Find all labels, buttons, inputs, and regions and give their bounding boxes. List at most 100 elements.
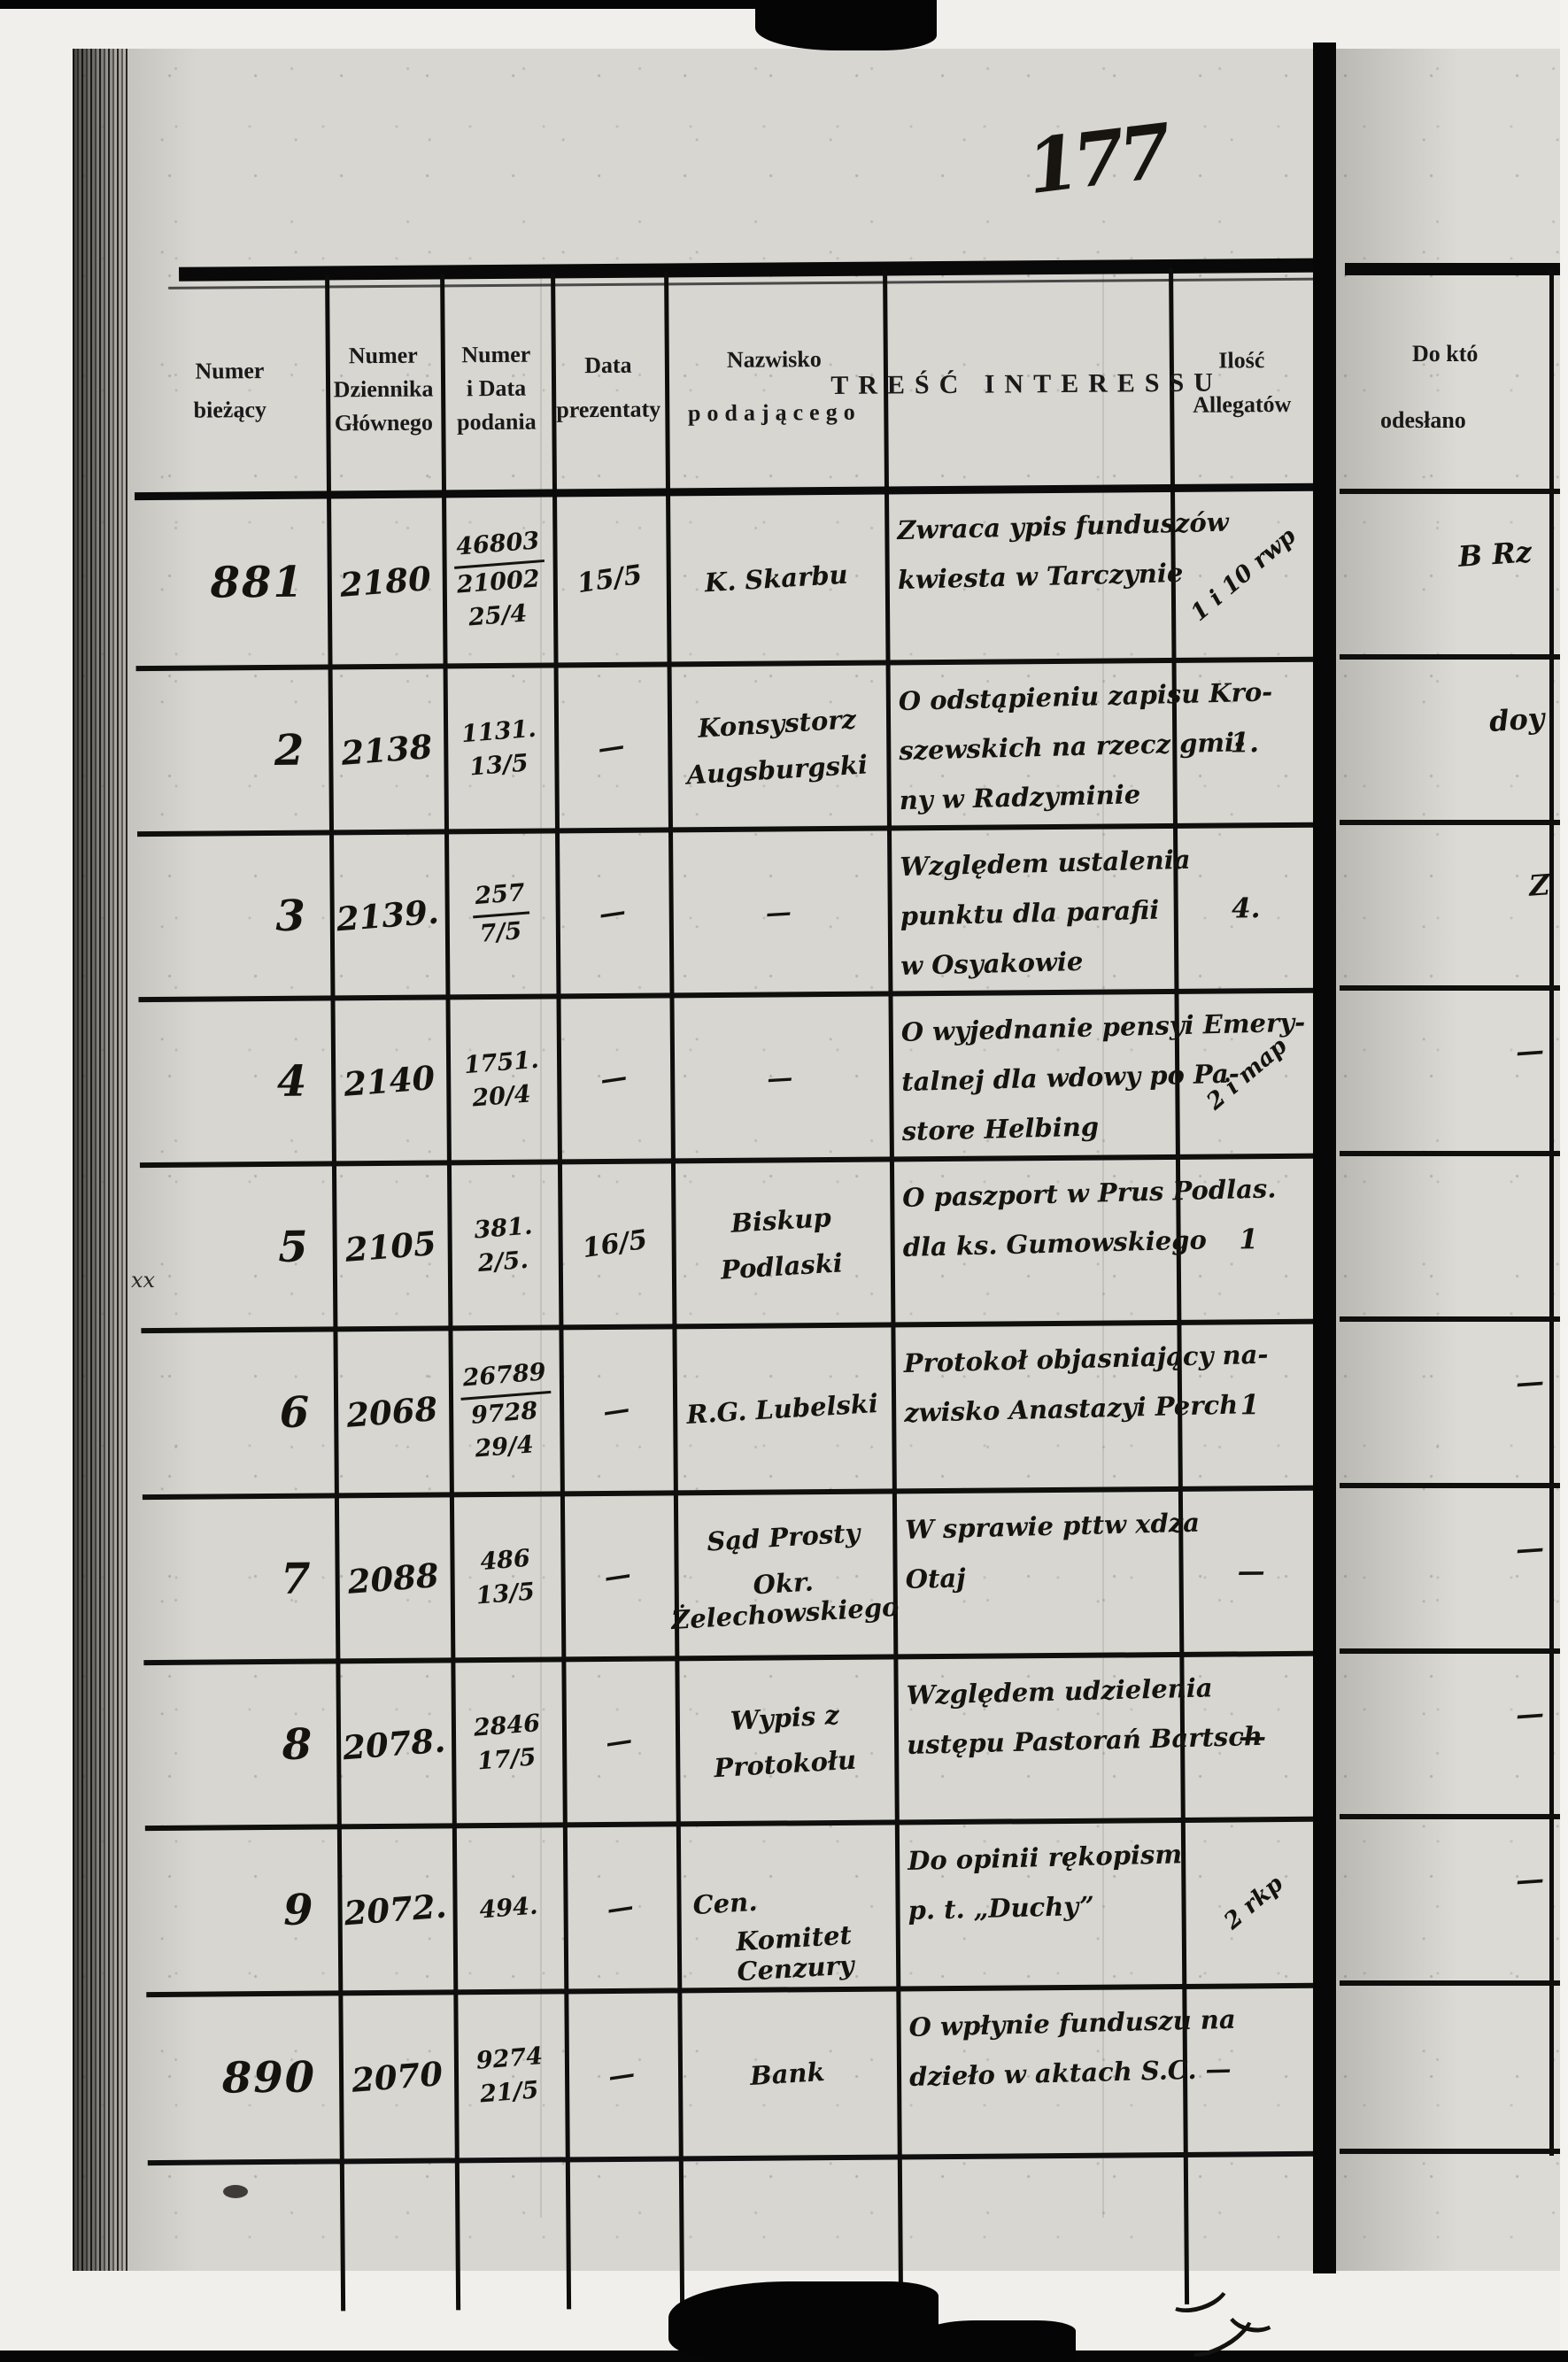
handwritten-line: 2/5. — [476, 1246, 529, 1277]
handwritten-line: Biskup — [730, 1201, 832, 1239]
handwritten-line: ny w Radzyminie — [899, 779, 1141, 816]
cell-data-prezentaty: — — [559, 1329, 673, 1491]
handwritten-line: — — [602, 1558, 634, 1594]
cell-numer-dziennika: 2180 — [327, 498, 443, 664]
handwritten-line: 6 — [279, 1387, 312, 1438]
cell-numer-biezacy: 890 — [146, 1995, 339, 2160]
handwritten-line: 9274 — [475, 2042, 545, 2075]
scan-artifact-blob — [755, 0, 937, 50]
cell-numer-biezacy: 5 — [140, 1166, 333, 1328]
header-line: prezentaty — [556, 396, 661, 422]
cell-ilosc-allegatow: — — [1178, 1491, 1324, 1652]
handwritten-line: ustępu Pastorań Bartsch — [906, 1720, 1263, 1761]
book-gutter-shadow — [1313, 42, 1336, 2273]
cell-nazwisko-podajacego: Konsystorz Augsburgski — [668, 666, 887, 828]
cell-numer-data-podania: 381. 2/5. — [447, 1164, 559, 1325]
header-line: i Data — [466, 374, 527, 401]
cell-numer-biezacy: 3 — [137, 835, 330, 997]
cell-tresc-interessu: Do opinii rękopism p. t. „Duchy” — [895, 1823, 1183, 1987]
handwritten-line: W sprawie pttw xdza — [904, 1507, 1201, 1546]
cell-numer-dziennika: 2140 — [331, 1000, 447, 1161]
cell-tresc-interessu: O wpłynie funduszu na dzieło w aktach S.C… — [896, 1989, 1236, 2155]
cell-numer-biezacy: 4 — [139, 1000, 332, 1162]
header-line: bieżący — [193, 396, 267, 423]
cell-tresc-interessu: O paszport w Prus Podlas. dla ks. Gumowsk… — [890, 1160, 1277, 1323]
header-line: podającego — [687, 398, 861, 426]
header-numer-data-podania: Numer i Data podania — [440, 286, 552, 490]
cut-off-handwriting: — — [1514, 1861, 1546, 1898]
handwritten-line: Do opinii rękopism — [907, 1839, 1183, 1877]
header-line: Numer — [195, 357, 265, 384]
scan-artifact-blob — [668, 2281, 938, 2362]
row-divider — [1340, 985, 1560, 991]
handwritten-line: Okr. Żelechowskiego — [669, 1565, 900, 1635]
table-top-rule — [178, 258, 1317, 282]
header-numer-biezacy: Numer bieżący — [133, 288, 327, 492]
cell-nazwisko-podajacego: K. Skarbu — [666, 495, 885, 662]
handwritten-line: — — [606, 2057, 637, 2093]
cell-numer-data-podania: 9274 21/5 — [453, 1994, 565, 2157]
header-ilosc-allegatow: Ilość Allegatów — [1169, 281, 1315, 484]
handwritten-line: Wypis z — [729, 1699, 840, 1736]
cell-data-prezentaty: 16/5 — [558, 1163, 672, 1324]
table-body: 881 2180 46803 21002 25/4 15/5 K. Skarbu Z… — [134, 482, 1328, 2166]
handwritten-line: 2105 — [343, 1223, 437, 1270]
header-tresc-interessu: TREŚĆ INTERESSU — [830, 282, 1223, 487]
header-line: podania — [456, 408, 537, 435]
ink-blot — [223, 2185, 248, 2198]
cell-nazwisko-podajacego: Sąd Prosty Okr. Żelechowskiego — [670, 1494, 900, 1656]
handwritten-line: 2846 — [472, 1709, 542, 1742]
cell-data-prezentaty: — — [561, 1661, 676, 1822]
cell-data-prezentaty: — — [563, 1826, 677, 1988]
row-divider — [1340, 1316, 1560, 1322]
handwritten-line: dzieło w aktach S.C. — — [908, 2053, 1232, 2093]
table-row: 6 2068 26789 9728 29/4 — R.G. Lubelski Pro… — [141, 1318, 1323, 1495]
cell-nazwisko-podajacego: Wypis z Protokołu — [675, 1659, 894, 1821]
handwritten-line: 2070 — [350, 2053, 444, 2100]
handwritten-line: 2 — [274, 725, 306, 776]
handwritten-line: 1 — [1240, 1389, 1260, 1422]
handwritten-line: 17/5 — [476, 1742, 537, 1775]
handwritten-line: w Osyakowie — [900, 946, 1084, 982]
cell-tresc-interessu: Względem ustalenia punktu dla parafii w Os… — [887, 829, 1191, 992]
header-line: odesłano — [1380, 407, 1466, 433]
cell-tresc-interessu: Względem udzielenia ustępu Pastorań Barts… — [893, 1657, 1263, 1820]
header-line: Dziennika — [333, 375, 434, 402]
handwritten-line: Augsburgski — [685, 748, 869, 791]
handwritten-line: 2 rkp — [1218, 1870, 1289, 1935]
handwritten-line: 486 — [479, 1544, 532, 1576]
scan-edge — [1560, 0, 1568, 2362]
handwritten-line: — — [764, 896, 792, 928]
cell-nazwisko-podajacego: Cen. Komitet Cenzury — [676, 1825, 896, 1988]
handwritten-line: 2139. — [335, 892, 441, 938]
cell-data-prezentaty: — — [554, 667, 668, 828]
handwritten-line: 3 — [275, 891, 307, 941]
handwritten-line: 8 — [282, 1719, 314, 1770]
handwritten-line: 5 — [278, 1222, 310, 1272]
handwritten-line: 4. — [1231, 892, 1261, 924]
header-line: Głównego — [334, 409, 434, 436]
row-divider — [1340, 820, 1560, 825]
cell-nazwisko-podajacego: Bank — [677, 1991, 897, 2156]
cell-ilosc-allegatow: 4. — [1173, 828, 1318, 989]
cut-off-handwriting: doy — [1487, 700, 1546, 739]
handwritten-line: 9728 — [469, 1396, 539, 1430]
row-divider — [1340, 1151, 1560, 1156]
handwritten-line: — — [1237, 1555, 1265, 1587]
row-divider — [1340, 1648, 1560, 1654]
handwritten-line: Podlaski — [719, 1247, 844, 1285]
handwritten-line: O wyjednanie pensyi Emery- — [900, 1007, 1306, 1048]
handwritten-line: 1751. — [463, 1046, 540, 1079]
paper-crease — [540, 270, 542, 2218]
handwritten-line: 1131. — [460, 714, 537, 748]
handwritten-line: 21/5 — [479, 2076, 540, 2109]
handwritten-line: — — [595, 729, 627, 765]
handwritten-line: 15/5 — [575, 559, 645, 600]
row-divider — [1340, 1980, 1560, 1986]
cell-numer-dziennika: 2068 — [333, 1331, 449, 1493]
table-row: 9 2072. 494. — Cen. Komitet Cenzury Do op… — [144, 1816, 1327, 1993]
column-divider — [1549, 270, 1554, 2156]
handwritten-line: Względem ustalenia — [899, 844, 1191, 883]
cell-numer-biezacy: 6 — [141, 1332, 334, 1494]
